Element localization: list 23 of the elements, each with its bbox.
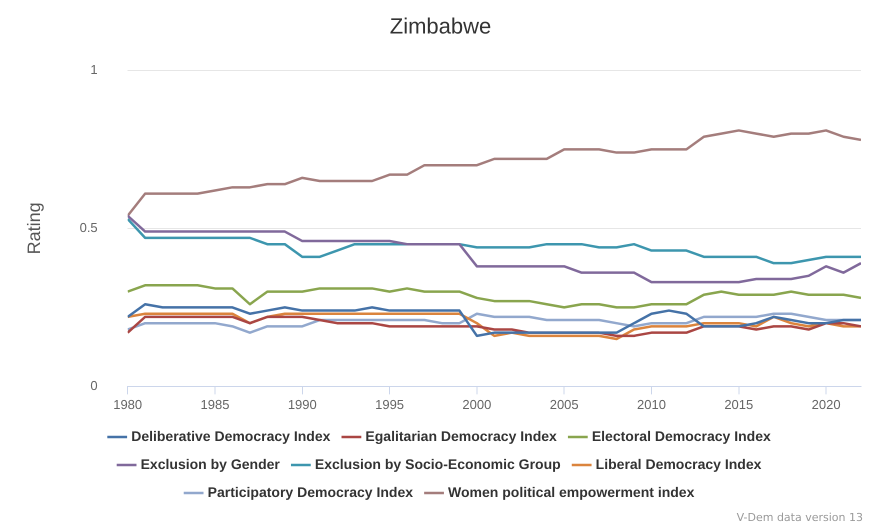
legend-label: Liberal Democracy Index bbox=[596, 456, 762, 472]
x-tick-label: 2000 bbox=[462, 396, 492, 412]
legend-label: Women political empowerment index bbox=[448, 484, 695, 500]
x-tick-label: 1995 bbox=[375, 396, 404, 412]
legend-label: Egalitarian Democracy Index bbox=[365, 428, 558, 444]
y-tick-label: 0.5 bbox=[80, 220, 98, 235]
x-tick-label: 1985 bbox=[200, 396, 230, 412]
x-tick-label: 2020 bbox=[812, 396, 841, 412]
x-tick-label: 2005 bbox=[550, 396, 579, 412]
y-tick-label: 1 bbox=[90, 62, 98, 77]
legend-label: Exclusion by Socio-Economic Group bbox=[314, 456, 561, 472]
chart-title: Zimbabwe bbox=[390, 13, 492, 38]
y-tick-label: 0 bbox=[90, 378, 98, 393]
legend-label: Exclusion by Gender bbox=[140, 456, 280, 472]
x-tick-label: 2010 bbox=[637, 396, 666, 412]
x-tick-label: 2015 bbox=[724, 396, 754, 412]
x-tick-label: 1990 bbox=[288, 396, 317, 412]
legend-label: Participatory Democracy Index bbox=[208, 484, 414, 500]
x-tick-label: 1980 bbox=[113, 396, 142, 412]
text: V-Dem data version 13 bbox=[736, 511, 863, 524]
legend-label: Electoral Democracy Index bbox=[592, 428, 772, 444]
legend-label: Deliberative Democracy Index bbox=[131, 428, 331, 444]
y-axis-title: Rating bbox=[24, 202, 44, 254]
